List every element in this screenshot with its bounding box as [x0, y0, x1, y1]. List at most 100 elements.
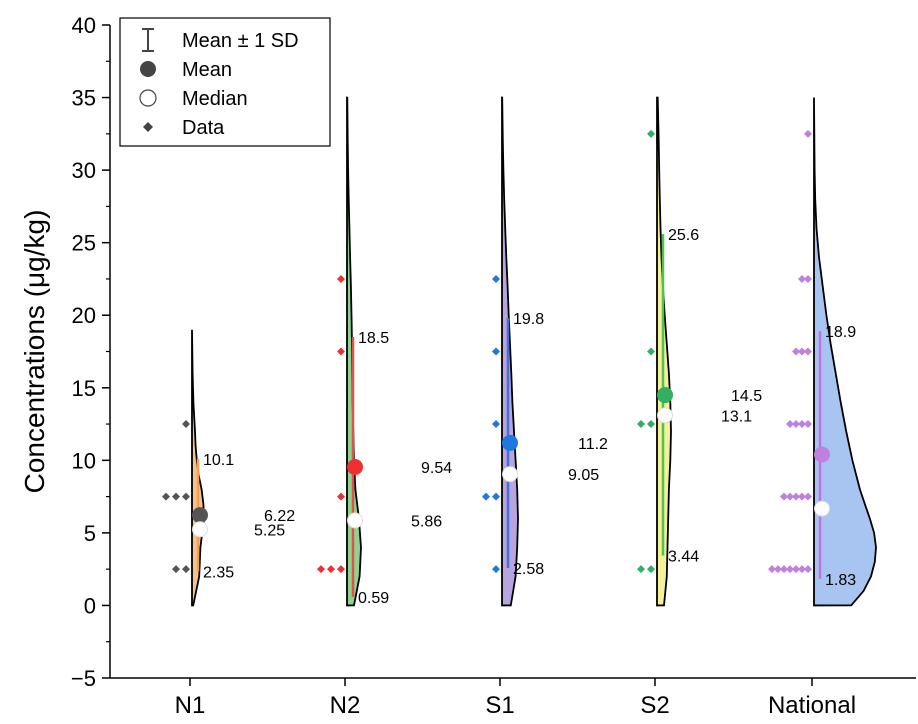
data-point [317, 565, 325, 574]
data-point [482, 492, 490, 501]
violin-group-n2 [317, 96, 363, 607]
data-point [792, 420, 800, 429]
legend-box [119, 17, 331, 147]
median-marker [502, 466, 518, 483]
data-point [337, 274, 345, 283]
median-marker [347, 512, 363, 529]
filled-circle-symbol [140, 61, 156, 77]
data-point [786, 492, 794, 501]
data-point [798, 565, 806, 574]
data-point [780, 565, 788, 574]
data-point [182, 565, 190, 574]
sd-high-label: 18.9 [825, 324, 856, 341]
data-point [804, 347, 812, 356]
legend-label: Median [182, 88, 248, 110]
sd-low-label: 2.35 [203, 564, 234, 581]
data-point [768, 565, 776, 574]
y-tick-label: 35 [72, 86, 96, 111]
sd-low-label: 2.58 [513, 561, 544, 578]
y-tick-label: −5 [71, 666, 96, 691]
mean-marker [657, 387, 673, 404]
data-point [492, 492, 500, 501]
data-point [172, 492, 180, 501]
sd-high-label: 25.6 [668, 227, 699, 244]
sd-high-label: 19.8 [513, 311, 544, 328]
mean-marker [814, 446, 830, 463]
axes: −5 0 5 10 15 20 25 30 35 40 N1 N2 S1 S2 National [71, 13, 916, 719]
data-point [798, 274, 806, 283]
sd-high-label: 10.1 [203, 452, 234, 469]
y-tick-label: 15 [72, 376, 96, 401]
median-label: 5.25 [254, 522, 285, 539]
y-tick-label: 20 [72, 303, 96, 328]
data-point [792, 565, 800, 574]
y-tick-label: 40 [72, 13, 96, 38]
median-label: 9.05 [568, 467, 599, 484]
data-point [798, 420, 806, 429]
legend-item-mean-1-sd: Mean ± 1 SD [142, 28, 299, 52]
data-point [804, 492, 812, 501]
data-point [774, 565, 782, 574]
sd-low-label: 1.83 [825, 572, 856, 589]
data-point [804, 565, 812, 574]
median-marker [814, 500, 830, 517]
y-tick-label: 25 [72, 231, 96, 256]
median-marker [657, 407, 673, 424]
median-label: 13.1 [721, 408, 752, 425]
violin-shape [501, 96, 519, 607]
data-point [492, 420, 500, 429]
mean-label: 14.5 [731, 388, 762, 405]
y-tick-label: 5 [84, 521, 96, 546]
legend-label: Mean ± 1 SD [182, 30, 299, 52]
data-point [647, 129, 655, 138]
data-point [182, 420, 190, 429]
violin-group-s1 [482, 96, 519, 607]
mean-label: 11.2 [578, 436, 608, 453]
x-tick-label: N1 [175, 692, 206, 719]
data-point [647, 565, 655, 574]
sd-low-label: 0.59 [358, 590, 389, 607]
data-point [798, 347, 806, 356]
data-point [492, 274, 500, 283]
annotations: 10.1 2.35 6.225.25 18.5 0.59 9.54 5.86 19.8 2.58… [203, 227, 856, 607]
data-point [162, 492, 170, 501]
x-tick-label: S1 [485, 692, 514, 719]
sd-low-label: 3.44 [668, 549, 699, 566]
data-point [798, 492, 806, 501]
data-point [337, 347, 345, 356]
median-label: 5.86 [411, 513, 442, 530]
data-point [637, 565, 645, 574]
diamond-symbol [143, 122, 153, 132]
violins [162, 96, 877, 607]
y-axis-label: Concentrations (μg/kg) [19, 210, 50, 494]
data-point [647, 420, 655, 429]
data-point [804, 420, 812, 429]
data-point [637, 420, 645, 429]
violin-shape [813, 97, 877, 607]
data-point [492, 347, 500, 356]
data-point [182, 492, 190, 501]
data-point [804, 274, 812, 283]
data-point [804, 129, 812, 138]
data-point [786, 565, 794, 574]
data-point [786, 420, 794, 429]
data-point [492, 565, 500, 574]
open-circle-symbol [139, 89, 157, 107]
y-tick-label: 0 [84, 593, 96, 618]
median-marker [192, 521, 208, 538]
mean-marker [502, 434, 518, 451]
legend-item-mean: Mean [140, 59, 232, 81]
data-point [337, 565, 345, 574]
sd-high-label: 18.5 [358, 330, 389, 347]
x-tick-label: S2 [640, 692, 669, 719]
data-point [337, 492, 345, 501]
data-point [647, 347, 655, 356]
mean-marker [192, 507, 208, 524]
violin-group-n1 [162, 329, 208, 607]
violin-group-national [768, 97, 877, 607]
data-point [792, 347, 800, 356]
mean-label: 6.22 [264, 508, 295, 525]
legend: Mean ± 1 SD Mean Median Data [119, 17, 331, 147]
violin-group-s2 [637, 96, 673, 607]
